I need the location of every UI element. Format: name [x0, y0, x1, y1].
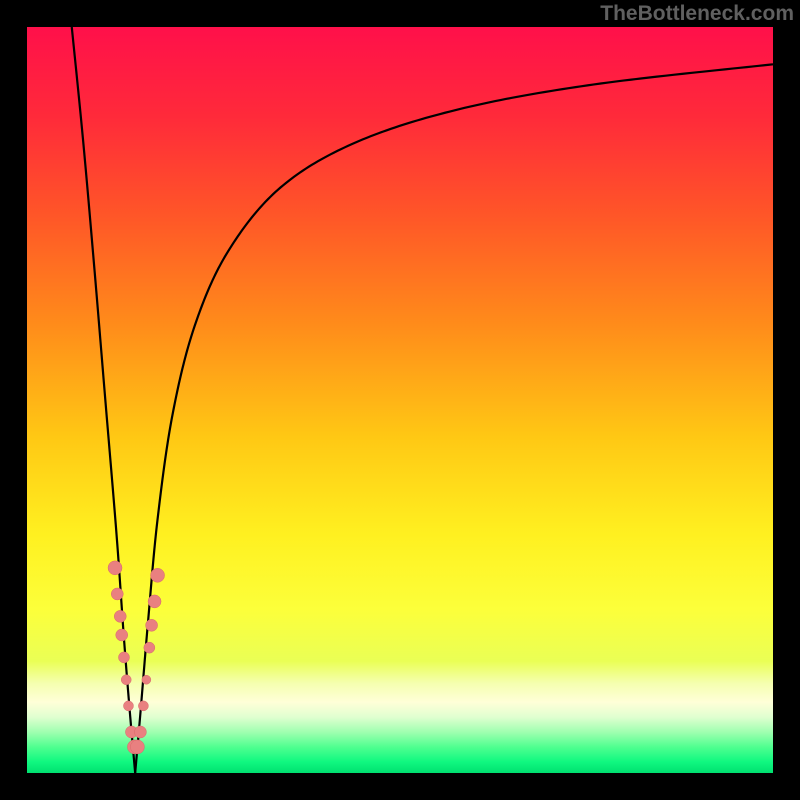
data-marker — [151, 568, 165, 582]
data-marker — [123, 701, 133, 711]
data-marker — [114, 610, 126, 622]
data-marker — [142, 675, 151, 684]
watermark-text: TheBottleneck.com — [600, 2, 794, 26]
data-marker — [148, 595, 161, 608]
data-marker — [134, 726, 146, 738]
data-marker — [116, 629, 128, 641]
data-marker — [118, 652, 129, 663]
bottleneck-chart: TheBottleneck.com — [0, 0, 800, 800]
plot-background — [27, 27, 773, 773]
data-marker — [130, 740, 144, 754]
data-marker — [144, 642, 155, 653]
chart-svg — [0, 0, 800, 800]
data-marker — [121, 675, 131, 685]
data-marker — [146, 619, 158, 631]
data-marker — [138, 701, 148, 711]
data-marker — [108, 561, 122, 575]
data-marker — [111, 588, 123, 600]
